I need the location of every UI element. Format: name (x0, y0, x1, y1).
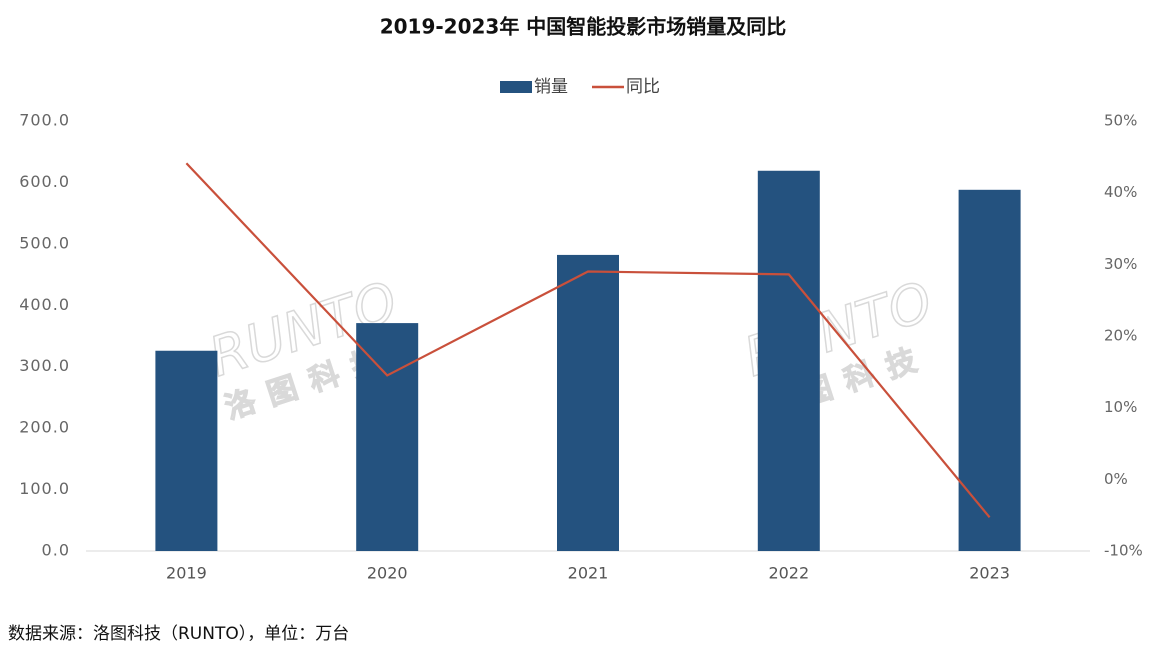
legend-label: 同比 (626, 77, 660, 97)
y2-tick-label: 30% (1104, 255, 1137, 273)
legend-swatch (500, 81, 532, 93)
y2-tick-label: 50% (1104, 112, 1137, 130)
bar (155, 350, 218, 551)
bar (757, 170, 820, 551)
line (185, 162, 991, 519)
chart-title: 2019-2023年 中国智能投影市场销量及同比 (380, 15, 787, 39)
y-tick-label: 500.0 (19, 233, 70, 252)
y2-tick-label: -10% (1104, 542, 1143, 560)
bar (958, 189, 1021, 552)
y2-tick-label: 40% (1104, 183, 1137, 201)
y2-tick-label: 10% (1104, 398, 1137, 416)
source-note: 数据来源：洛图科技（RUNTO），单位：万台 (8, 624, 349, 644)
y-tick-label: 100.0 (19, 479, 70, 498)
x-tick-label: 2020 (367, 564, 408, 583)
y-tick-label: 400.0 (19, 295, 70, 314)
y-tick-label: 0.0 (42, 541, 70, 560)
legend-label: 销量 (534, 77, 568, 97)
x-tick-label: 2021 (568, 564, 609, 583)
y-tick-label: 700.0 (19, 111, 70, 130)
y2-tick-label: 20% (1104, 327, 1137, 345)
x-tick-label: 2019 (166, 564, 207, 583)
bar (356, 323, 419, 551)
x-tick-label: 2023 (969, 564, 1010, 583)
x-tick-label: 2022 (768, 564, 809, 583)
y-tick-label: 300.0 (19, 356, 70, 375)
y-tick-label: 200.0 (19, 418, 70, 437)
bar (557, 254, 619, 551)
y2-tick-label: 0% (1104, 470, 1128, 488)
y-tick-label: 600.0 (19, 172, 70, 191)
